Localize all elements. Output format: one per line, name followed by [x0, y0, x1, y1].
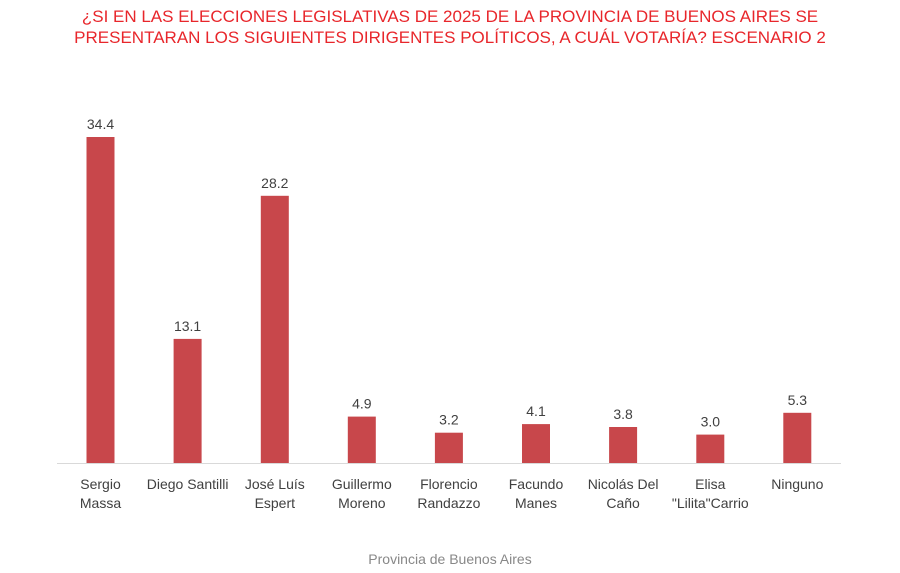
category-tick-label: Manes — [515, 495, 557, 511]
category-tick-label: Florencio — [420, 476, 478, 492]
bar — [86, 137, 115, 463]
bar — [347, 416, 376, 463]
chart-title-line-1: ¿SI EN LAS ELECCIONES LEGISLATIVAS DE 20… — [81, 7, 819, 26]
data-label: 3.0 — [701, 414, 721, 430]
bar — [522, 424, 550, 463]
data-label: 4.9 — [352, 396, 372, 412]
category-tick-label: Diego Santilli — [147, 476, 229, 492]
bar — [609, 427, 638, 463]
data-label: 28.2 — [261, 175, 288, 191]
category-tick-label: Guillermo — [332, 476, 392, 492]
x-axis-label: Provincia de Buenos Aires — [368, 551, 532, 567]
bar — [696, 434, 725, 463]
data-label: 4.1 — [526, 403, 546, 419]
chart-title-line-2: PRESENTARAN LOS SIGUIENTES DIRIGENTES PO… — [74, 28, 826, 47]
category-tick-label: Nicolás Del — [588, 476, 659, 492]
bar — [434, 432, 463, 463]
data-label: 3.2 — [439, 412, 459, 428]
category-tick-label: Moreno — [338, 495, 386, 511]
bar — [260, 195, 289, 464]
category-tick-label: Caño — [606, 495, 640, 511]
data-label: 34.4 — [87, 116, 114, 132]
category-tick-label: Sergio — [80, 476, 121, 492]
data-label: 5.3 — [788, 392, 808, 408]
bar — [783, 412, 812, 463]
category-tick-label: Ninguno — [771, 476, 823, 492]
category-tick-label: Elisa — [695, 476, 726, 492]
category-tick-label: Massa — [80, 495, 121, 511]
category-tick-label: José Luís — [245, 476, 305, 492]
data-label: 3.8 — [613, 406, 633, 422]
category-tick-label: Espert — [255, 495, 296, 511]
chart-title: ¿SI EN LAS ELECCIONES LEGISLATIVAS DE 20… — [0, 6, 900, 48]
category-tick-label: "Lilita"Carrio — [672, 495, 749, 511]
category-tick-label: Randazzo — [417, 495, 480, 511]
category-tick-label: Facundo — [509, 476, 564, 492]
bar — [173, 338, 202, 463]
data-label: 13.1 — [174, 318, 201, 334]
